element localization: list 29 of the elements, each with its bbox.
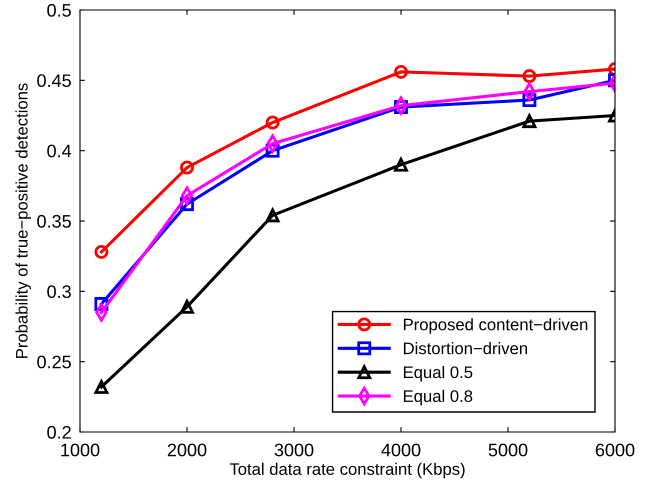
point	[94, 380, 108, 394]
y-tick-label: 0.4	[47, 144, 72, 158]
point	[266, 116, 280, 130]
legend-label: Equal 0.5	[404, 366, 472, 382]
y-tick-label: 0.35	[37, 214, 71, 228]
point	[522, 69, 536, 84]
point	[522, 114, 536, 128]
y-tick-label: 0.3	[47, 285, 71, 298]
point	[266, 208, 280, 222]
x-axis-title: Total data rate constraint (Kbps)	[230, 462, 465, 478]
legend-label: Distortion−driven	[404, 342, 528, 354]
x-tick-label: 3000	[274, 444, 314, 456]
y-tick-label: 0.25	[37, 356, 71, 368]
x-tick-label: 6000	[596, 444, 634, 456]
x-tick-label: 1000	[61, 444, 100, 456]
point	[180, 160, 194, 174]
point	[94, 245, 108, 259]
y-tick-label: 0.45	[37, 74, 71, 88]
point	[180, 300, 194, 314]
point	[394, 64, 408, 79]
x-tick-label: 4000	[381, 444, 420, 456]
point	[394, 158, 408, 172]
y-axis-title: Probability of true−positive detections	[15, 83, 31, 358]
legend-label: Equal 0.8	[404, 390, 472, 406]
x-tick-label: 5000	[488, 444, 528, 456]
legend-label: Proposed content−driven	[404, 318, 588, 334]
x-tick-label: 2000	[168, 444, 206, 456]
y-tick-label: 0.2	[47, 426, 71, 439]
y-tick-label: 0.5	[47, 4, 71, 17]
